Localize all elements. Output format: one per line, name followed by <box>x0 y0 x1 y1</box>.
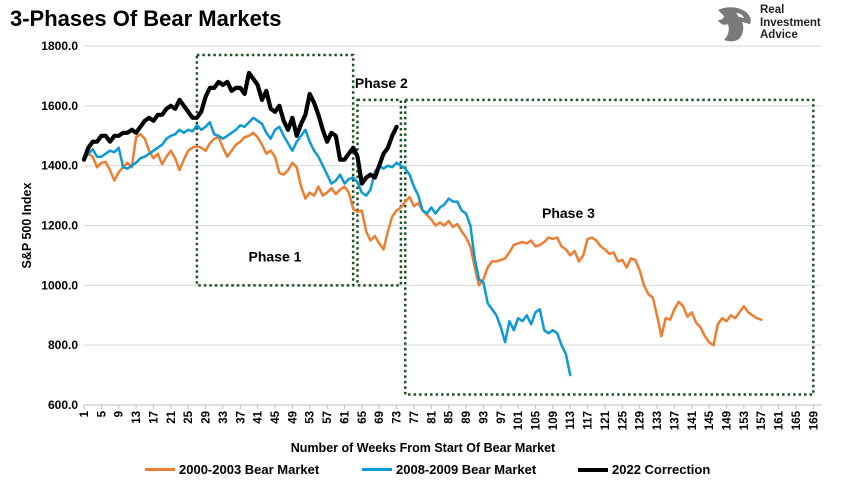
x-tick-label: 61 <box>339 410 351 423</box>
x-tick-label: 1 <box>79 410 91 417</box>
x-tick-label: 57 <box>322 411 334 424</box>
legend-item-2000: 2000-2003 Bear Market <box>145 462 319 477</box>
legend-swatch-2022 <box>578 467 608 472</box>
x-tick-label: 45 <box>270 410 282 423</box>
logo-line-2: Investment <box>760 16 821 29</box>
y-tick-label: 1800.0 <box>41 39 78 53</box>
y-tick-label: 1200.0 <box>41 219 78 233</box>
x-tick-label: 81 <box>426 410 438 423</box>
x-tick-label: 117 <box>583 411 595 430</box>
x-tick-label: 165 <box>791 410 803 430</box>
x-tick-label: 105 <box>530 410 542 430</box>
x-tick-label: 5 <box>96 410 108 417</box>
eagle-head-icon <box>718 7 751 42</box>
x-tick-label: 25 <box>183 410 195 423</box>
logo: Real Investment Advice <box>712 4 852 44</box>
phase-box-1 <box>195 53 355 287</box>
x-tick-label: 129 <box>635 411 647 430</box>
x-tick-label: 169 <box>808 411 820 430</box>
logo-line-1: Real <box>760 4 785 16</box>
y-axis-title: S&P 500 Index <box>20 182 34 268</box>
x-tick-label: 9 <box>114 411 126 417</box>
x-tick-label: 41 <box>253 410 265 423</box>
phase-label-3: Phase 3 <box>542 205 595 221</box>
x-tick-label: 161 <box>774 410 786 430</box>
series-line-2008 <box>82 116 572 377</box>
legend-label-2008: 2008-2009 Bear Market <box>396 462 537 477</box>
x-tick-label: 93 <box>478 411 490 424</box>
x-tick-label: 37 <box>235 411 247 424</box>
legend-label-2000: 2000-2003 Bear Market <box>179 462 320 477</box>
logo-line-3: Advice <box>760 29 798 41</box>
phase-label-1: Phase 1 <box>249 248 302 264</box>
y-tick-label: 1400.0 <box>41 159 78 173</box>
x-tick-label: 109 <box>548 411 560 430</box>
x-tick-label: 145 <box>704 410 716 430</box>
x-tick-label: 53 <box>305 411 317 424</box>
x-tick-label: 85 <box>444 410 456 423</box>
x-tick-label: 149 <box>721 411 733 430</box>
x-tick-label: 121 <box>600 410 612 430</box>
x-tick-label: 137 <box>669 411 681 430</box>
legend-item-2008: 2008-2009 Bear Market <box>362 462 536 477</box>
legend-label-2022: 2022 Correction <box>612 462 711 477</box>
x-tick-label: 65 <box>357 410 369 423</box>
phase-box-3 <box>403 98 815 396</box>
x-tick-label: 17 <box>148 411 160 424</box>
legend-swatch-2008 <box>362 468 392 471</box>
x-tick-label: 49 <box>287 411 299 424</box>
phase-box-2 <box>356 98 403 287</box>
legend: 2000-2003 Bear Market 2008-2009 Bear Mar… <box>0 462 861 484</box>
y-tick-label: 800.0 <box>48 338 78 352</box>
phase-label-2: Phase 2 <box>355 75 408 91</box>
y-tick-label: 1000.0 <box>41 278 78 292</box>
x-tick-label: 141 <box>687 410 699 430</box>
legend-item-2022: 2022 Correction <box>578 462 710 477</box>
x-tick-label: 125 <box>617 410 629 430</box>
x-tick-label: 101 <box>513 410 525 430</box>
y-tick-label: 600.0 <box>48 398 78 412</box>
x-tick-label: 69 <box>374 411 386 424</box>
series-line-2000 <box>82 131 763 347</box>
x-tick-label: 153 <box>739 411 751 430</box>
x-tick-label: 113 <box>565 411 577 430</box>
x-tick-label: 77 <box>409 411 421 424</box>
x-tick-label: 89 <box>461 411 473 424</box>
y-tick-label: 1600.0 <box>41 99 78 113</box>
chart-title: 3-Phases Of Bear Markets <box>10 6 282 31</box>
x-tick-label: 29 <box>201 411 213 424</box>
x-tick-label: 157 <box>756 411 768 430</box>
x-axis-title: Number of Weeks From Start Of Bear Marke… <box>291 441 556 455</box>
x-tick-label: 13 <box>131 411 143 424</box>
series-line-2022 <box>81 70 399 186</box>
x-tick-label: 33 <box>218 411 230 424</box>
x-tick-label: 133 <box>652 411 664 430</box>
legend-swatch-2000 <box>145 468 175 471</box>
x-tick-label: 73 <box>392 411 404 424</box>
x-tick-label: 21 <box>166 410 178 423</box>
x-tick-label: 97 <box>496 411 508 424</box>
